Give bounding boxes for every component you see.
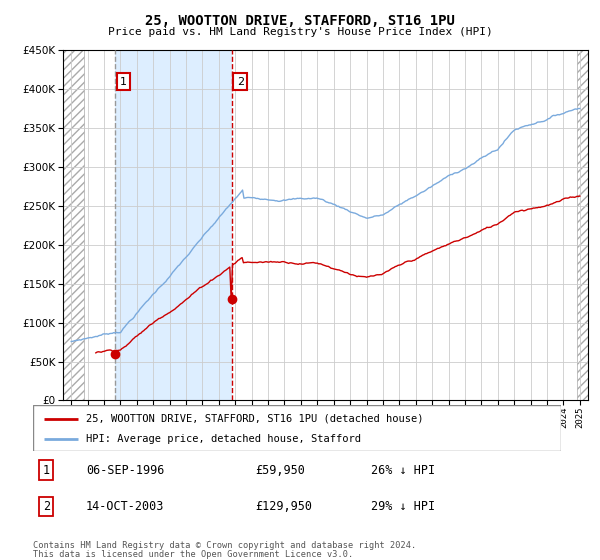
Text: 25, WOOTTON DRIVE, STAFFORD, ST16 1PU (detached house): 25, WOOTTON DRIVE, STAFFORD, ST16 1PU (d… [86, 414, 424, 424]
Text: 26% ↓ HPI: 26% ↓ HPI [371, 464, 435, 477]
Text: 25, WOOTTON DRIVE, STAFFORD, ST16 1PU: 25, WOOTTON DRIVE, STAFFORD, ST16 1PU [145, 14, 455, 28]
Text: 1: 1 [43, 464, 50, 477]
Text: 29% ↓ HPI: 29% ↓ HPI [371, 500, 435, 513]
Bar [63, 50, 85, 400]
Text: 2: 2 [43, 500, 50, 513]
Text: £129,950: £129,950 [255, 500, 312, 513]
Text: £59,950: £59,950 [255, 464, 305, 477]
FancyBboxPatch shape [33, 405, 561, 451]
Text: 1: 1 [120, 77, 127, 86]
Bar [577, 50, 588, 400]
Text: This data is licensed under the Open Government Licence v3.0.: This data is licensed under the Open Gov… [33, 550, 353, 559]
Text: 2: 2 [237, 77, 244, 86]
Text: HPI: Average price, detached house, Stafford: HPI: Average price, detached house, Staf… [86, 435, 361, 444]
Text: Price paid vs. HM Land Registry's House Price Index (HPI): Price paid vs. HM Land Registry's House … [107, 27, 493, 37]
Text: 14-OCT-2003: 14-OCT-2003 [86, 500, 164, 513]
Bar [115, 50, 232, 400]
Text: Contains HM Land Registry data © Crown copyright and database right 2024.: Contains HM Land Registry data © Crown c… [33, 541, 416, 550]
Text: 06-SEP-1996: 06-SEP-1996 [86, 464, 164, 477]
